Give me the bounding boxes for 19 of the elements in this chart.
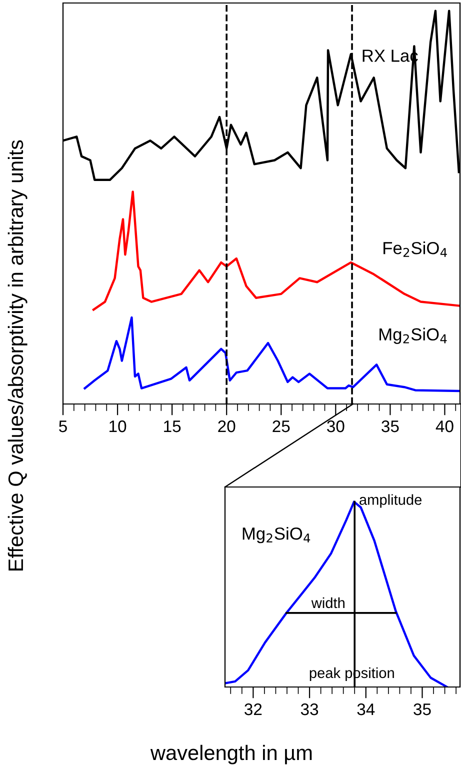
x-tick-label: 35	[414, 703, 431, 716]
x-tick-label: 10	[110, 420, 126, 432]
series-label: Mg$_{2}$SiO$_{4}$	[380, 328, 447, 344]
x-tick-label: 33	[300, 703, 318, 716]
x-tick-label: 40	[436, 420, 454, 432]
x-tick-label: 30	[327, 420, 344, 432]
series-label: Mg$_{2}$SiO$_{4}$	[242, 527, 310, 544]
y-axis-title: Effective Q values/absorptivity in arbitrary units	[8, 140, 28, 570]
annotation: amplitude	[360, 494, 422, 508]
x-tick-label: 25	[272, 420, 290, 432]
x-tick-label: 34	[357, 703, 375, 716]
series-label: Fe$_{2}$SiO$_{4}$	[384, 242, 447, 257]
x-tick-label: 32	[244, 703, 262, 716]
x-tick-label: 20	[218, 420, 236, 432]
x-tick-label: 35	[382, 420, 399, 432]
x-tick-label: 5	[59, 420, 67, 432]
x-axis-title: wavelength in µm	[150, 744, 312, 764]
x-tick-label: 15	[164, 420, 181, 432]
annotation: width	[311, 597, 344, 608]
